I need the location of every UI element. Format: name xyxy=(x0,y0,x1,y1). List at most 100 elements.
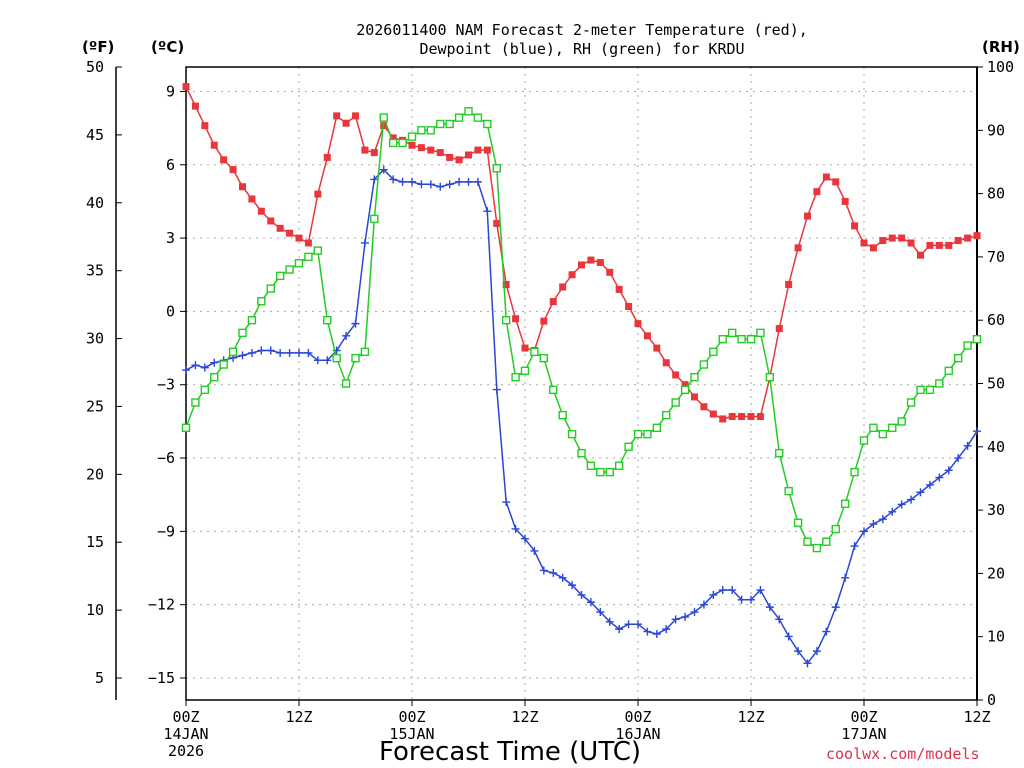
rh-point xyxy=(878,429,888,439)
temperature-point xyxy=(483,146,491,154)
temperature-point xyxy=(474,146,482,154)
temperature-point xyxy=(832,178,840,186)
fahrenheit-tick-label: 5 xyxy=(95,669,104,687)
series-dewpoint xyxy=(182,165,981,668)
rh-point xyxy=(586,461,596,470)
dewpoint-point xyxy=(935,473,944,482)
x-tick-label: 12Z xyxy=(285,708,312,726)
rh-point xyxy=(831,524,840,534)
temperature-point xyxy=(700,403,708,411)
rh-point xyxy=(257,297,266,306)
rh-point xyxy=(690,372,699,382)
rh-point xyxy=(464,107,473,116)
rh-point xyxy=(680,385,690,395)
temperature-point xyxy=(587,256,595,264)
dewpoint-point xyxy=(464,177,473,186)
x-tick-label: 12Z xyxy=(963,708,990,726)
temperature-point xyxy=(210,141,218,149)
temperature-point xyxy=(775,325,783,333)
credit-label: coolwx.com/models xyxy=(826,745,980,763)
temperature-point xyxy=(615,285,623,293)
dewpoint-point xyxy=(521,534,529,543)
dewpoint-point xyxy=(295,348,303,357)
temperature-point xyxy=(502,281,510,289)
rh-point xyxy=(793,518,803,527)
temperature-point xyxy=(540,317,548,325)
x-tick-label: 00Z xyxy=(850,708,877,726)
dewpoint-point xyxy=(662,625,671,634)
dewpoint-point xyxy=(398,177,407,186)
dewpoint-point xyxy=(699,600,708,609)
dewpoint-point xyxy=(266,346,275,355)
temperature-point xyxy=(352,112,359,120)
dewpoint-point xyxy=(925,480,934,489)
rh-point xyxy=(662,410,671,420)
rh-point xyxy=(727,328,737,338)
rh-point xyxy=(266,284,275,293)
temperature-point xyxy=(945,241,953,249)
rh-tick-label: 10 xyxy=(987,628,1005,646)
fahrenheit-unit-label: (ºF) xyxy=(82,38,114,56)
dewpoint-point xyxy=(455,177,464,186)
rh-point xyxy=(944,366,953,376)
temperature-point xyxy=(549,298,557,306)
rh-point xyxy=(351,353,360,363)
x-tick-label: 15JAN xyxy=(389,725,434,743)
rh-point xyxy=(520,366,530,376)
dewpoint-point xyxy=(869,520,878,529)
fahrenheit-tick-label: 40 xyxy=(86,194,104,212)
dewpoint-point xyxy=(822,627,831,636)
rh-point xyxy=(191,398,200,407)
rh-point xyxy=(360,347,370,357)
temperature-point xyxy=(954,237,962,245)
rh-point xyxy=(633,429,643,439)
temperature-point xyxy=(512,315,520,323)
temperature-point xyxy=(643,332,651,340)
temperature-point xyxy=(304,239,312,247)
x-tick-label: 00Z xyxy=(172,708,199,726)
rh-tick-label: 70 xyxy=(987,248,1005,266)
x-tick-label: 12Z xyxy=(737,708,764,726)
temperature-point xyxy=(220,156,228,164)
fahrenheit-tick-label: 15 xyxy=(86,533,104,551)
dewpoint-point xyxy=(549,568,558,577)
dewpoint-point xyxy=(502,498,511,507)
labels-layer: 2026011400 NAM Forecast 2-meter Temperat… xyxy=(82,21,1020,767)
dewpoint-point xyxy=(342,331,351,340)
temperature-point xyxy=(267,217,275,225)
dewpoint-point xyxy=(671,615,680,624)
dewpoint-point xyxy=(907,495,916,504)
dewpoint-point xyxy=(530,546,539,555)
dewpoint-point xyxy=(511,524,520,533)
temperature-point xyxy=(738,412,746,420)
rh-point xyxy=(624,442,633,451)
rh-point xyxy=(643,429,652,439)
dewpoint-line xyxy=(185,168,978,665)
temperature-point xyxy=(314,190,322,198)
dewpoint-point xyxy=(370,175,379,184)
fahrenheit-tick-label: 50 xyxy=(86,58,104,76)
rh-point xyxy=(614,461,624,470)
dewpoint-point xyxy=(596,608,605,617)
temperature-point xyxy=(879,237,887,245)
chart-title-line-2: Dewpoint (blue), RH (green) for KRDU xyxy=(419,40,744,58)
dewpoint-point xyxy=(313,356,322,365)
temperature-point xyxy=(672,371,680,379)
rh-point xyxy=(803,537,812,546)
rh-point xyxy=(765,372,775,382)
temperature-point xyxy=(578,261,585,269)
dewpoint-point xyxy=(973,427,981,436)
celsius-tick-label: 6 xyxy=(166,156,175,174)
fahrenheit-tick-label: 10 xyxy=(86,601,104,619)
rh-point xyxy=(567,429,577,439)
rh-point xyxy=(511,372,520,382)
rh-point xyxy=(671,398,680,407)
rh-point xyxy=(953,353,963,363)
rh-point xyxy=(379,113,388,122)
dewpoint-point xyxy=(360,238,369,247)
dewpoint-point xyxy=(492,385,501,394)
rh-point xyxy=(445,119,454,129)
temperature-point xyxy=(964,234,972,242)
dewpoint-point xyxy=(634,620,642,629)
rh-point xyxy=(398,138,407,148)
